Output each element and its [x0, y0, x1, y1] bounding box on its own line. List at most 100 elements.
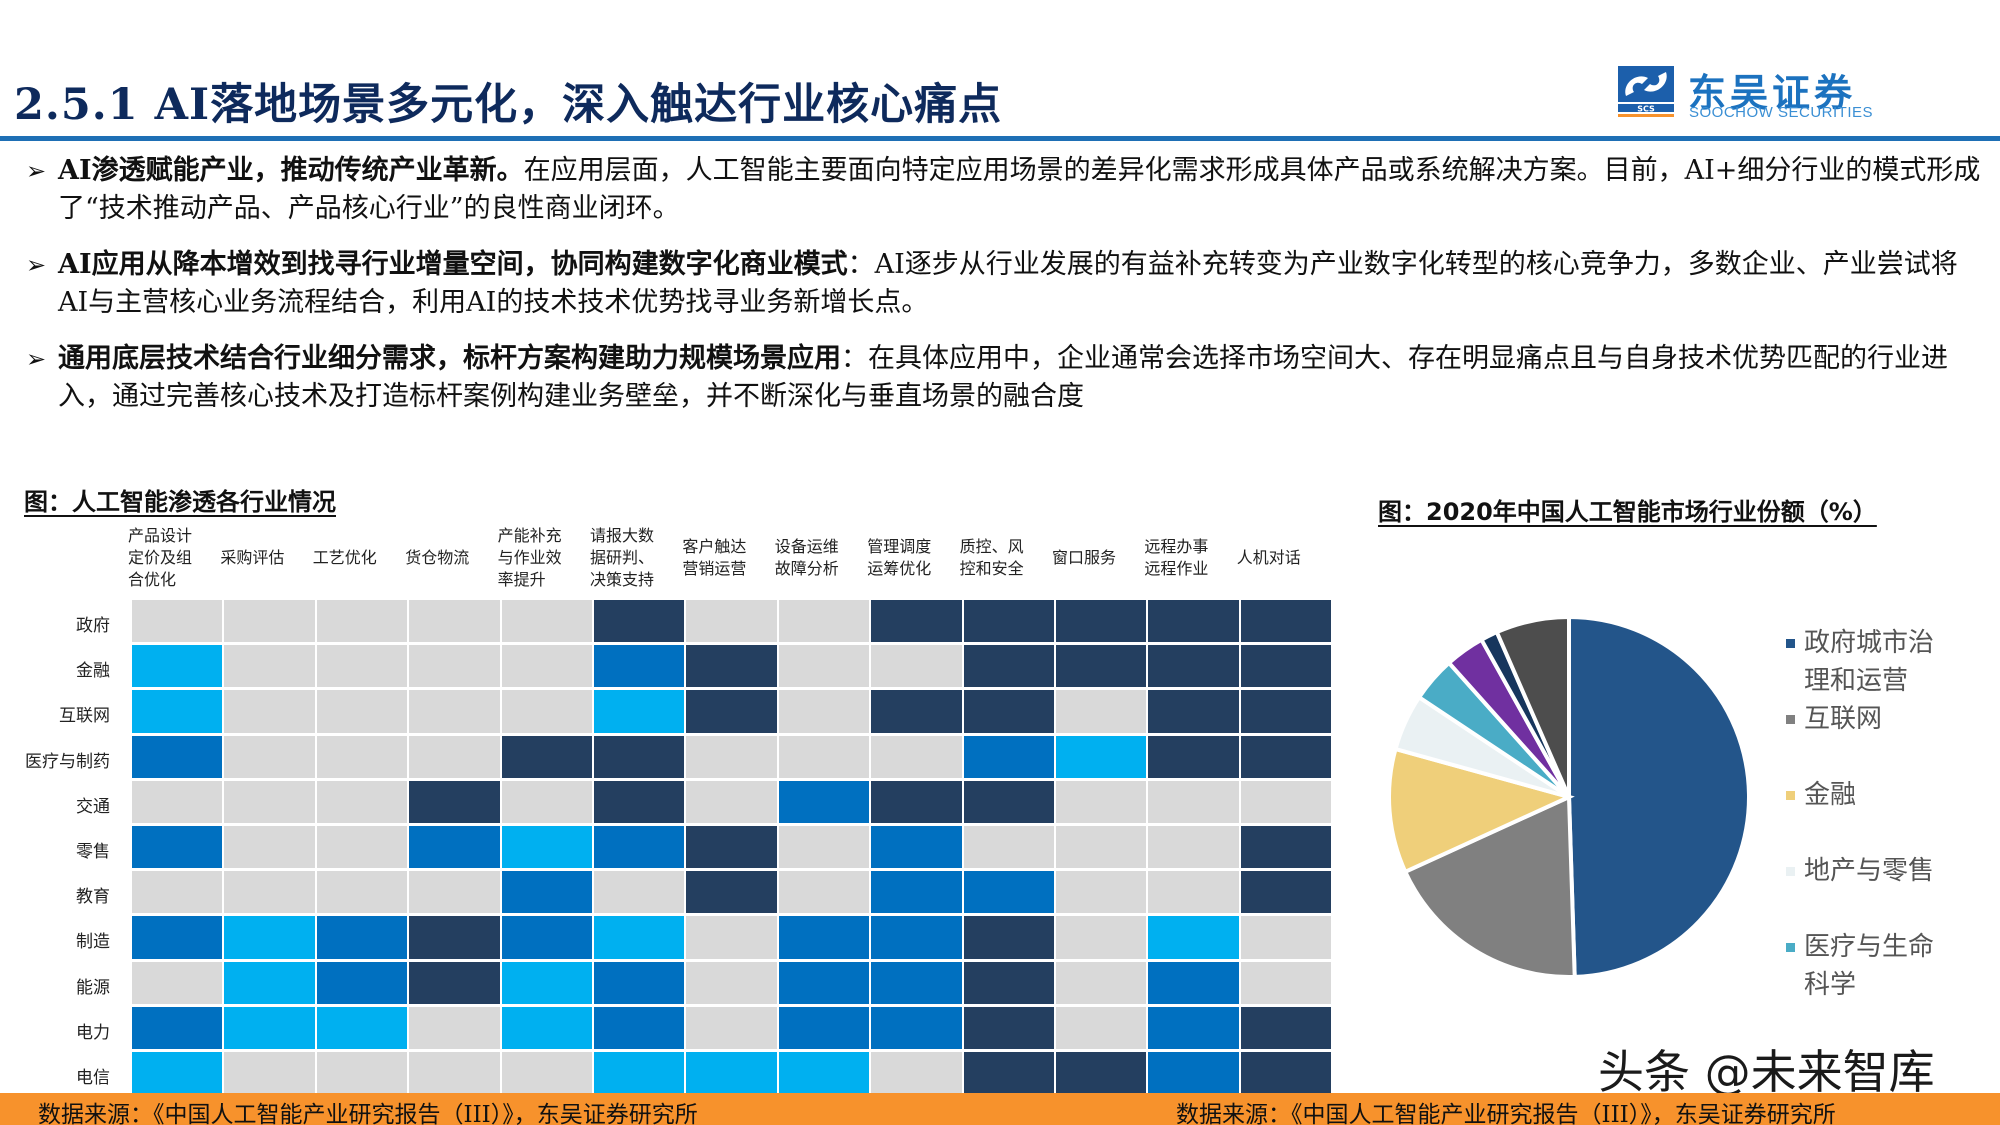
- page-title: 2.5.1 AI落地场景多元化，深入触达行业核心痛点: [14, 80, 1003, 130]
- pie-slice: [1494, 614, 1571, 798]
- legend-swatch-icon: [1786, 715, 1795, 724]
- heatmap-cell: [778, 735, 872, 781]
- heatmap-column-header: 质控、风 控和安全: [959, 536, 1024, 578]
- heatmap-cell: [132, 735, 225, 781]
- heatmap-cell: [1240, 690, 1334, 736]
- heatmap-cell: [778, 645, 872, 691]
- bullet-text: ：AI逐步从行业发展的有益补充转变为产业数字化转型的核心竞争力，多数企业、产业尝…: [58, 249, 1958, 318]
- heatmap-row-label: 制造: [76, 932, 110, 953]
- heatmap-cell: [778, 1006, 872, 1052]
- heatmap-cell: [501, 1006, 594, 1052]
- heatmap-cell: [593, 916, 687, 962]
- heatmap-cell: [1240, 600, 1334, 646]
- heatmap-cell: [686, 735, 779, 781]
- heatmap-row-label: 政府: [76, 616, 110, 636]
- heatmap-grid: [132, 600, 1334, 1098]
- heatmap-cell: [593, 825, 687, 872]
- heatmap-cell: [871, 961, 964, 1007]
- heatmap-cell: [316, 825, 410, 872]
- heatmap-column-header: 工艺优化: [312, 547, 377, 567]
- heatmap-cell: [224, 1051, 317, 1098]
- heatmap-cell: [1240, 735, 1334, 781]
- heatmap-cell: [409, 690, 502, 736]
- heatmap-cell: [1055, 690, 1149, 736]
- heatmap-cell: [963, 600, 1056, 646]
- heatmap-column-header: 采购评估: [220, 547, 285, 567]
- heatmap-cell: [1148, 735, 1241, 781]
- heatmap-column-header: 设备运维 故障分析: [774, 536, 839, 578]
- heatmap-cell: [963, 1051, 1056, 1098]
- heatmap-cell: [224, 961, 317, 1007]
- heatmap-column-header: 请报大数 据研判、 决策支持: [590, 525, 655, 589]
- heatmap-cell: [1055, 600, 1149, 646]
- legend-swatch-icon: [1786, 639, 1795, 648]
- heatmap-cell: [501, 600, 594, 646]
- heatmap-row-label: 医疗与制药: [25, 751, 110, 772]
- heatmap-cell: [224, 645, 317, 691]
- bullet-heading: 通用底层技术结合行业细分需求，标杆方案构建助力规模场景应用: [58, 343, 841, 374]
- heatmap-cell: [316, 690, 410, 736]
- heatmap-cell: [778, 1051, 872, 1098]
- heatmap-cell: [409, 735, 502, 781]
- heatmap-column-header: 人机对话: [1236, 547, 1301, 567]
- heatmap-cell: [593, 645, 687, 691]
- heatmap-cell: [686, 645, 779, 691]
- heatmap-cell: [1055, 1006, 1149, 1052]
- legend-label: 互联网: [1804, 704, 1883, 734]
- heatmap-cell: [871, 735, 964, 781]
- heatmap-cell: [224, 871, 317, 917]
- scs-logo-icon: SCS: [1618, 66, 1674, 117]
- arrow-bullet-icon: ➢: [26, 157, 47, 185]
- bullet-item: ➢ 通用底层技术结合行业细分需求，标杆方案构建助力规模场景应用：在具体应用中，企…: [22, 340, 1982, 416]
- pie-slice: [1387, 746, 1575, 875]
- heatmap-cell: [963, 871, 1056, 917]
- logo-name-en: SOOCHOW SECURITIES: [1689, 104, 1874, 121]
- heatmap-cell: [963, 1006, 1056, 1052]
- legend-item: 金融: [1786, 776, 2000, 814]
- heatmap-cell: [686, 961, 779, 1007]
- heatmap-cell: [1240, 825, 1334, 872]
- legend-swatch-icon: [1786, 943, 1795, 952]
- heatmap-row-label: 电信: [76, 1068, 110, 1088]
- heatmap-cell: [871, 690, 964, 736]
- heatmap-cell: [871, 1006, 964, 1052]
- heatmap-cell: [409, 916, 502, 962]
- heatmap-cell: [132, 645, 225, 691]
- heatmap-cell: [1055, 645, 1149, 691]
- heatmap-cell: [1240, 1051, 1334, 1098]
- heatmap-cell: [316, 1006, 410, 1052]
- heatmap-cell: [501, 1051, 594, 1098]
- heatmap-row-label: 交通: [76, 796, 110, 817]
- logo-name-cn: 东吴证券: [1688, 71, 1857, 115]
- heatmap-row-label: 互联网: [59, 706, 110, 727]
- heatmap-cell: [593, 961, 687, 1007]
- heatmap-cell: [1055, 961, 1149, 1007]
- heatmap-cell: [871, 1051, 964, 1098]
- heatmap-cell: [1148, 690, 1241, 736]
- bullet-item: ➢ AI渗透赋能产业，推动传统产业革新。在应用层面，人工智能主要面向特定应用场景…: [22, 152, 1982, 228]
- heatmap-cell: [963, 961, 1056, 1007]
- heatmap-cell: [686, 780, 779, 826]
- heatmap-column-header: 产能补充 与作业效 率提升: [497, 525, 562, 589]
- heatmap-cell: [1055, 735, 1149, 781]
- heatmap-figure-title: 图：人工智能渗透各行业情况: [24, 488, 336, 516]
- heatmap-cell: [593, 1006, 687, 1052]
- heatmap-cell: [224, 825, 317, 872]
- heatmap-cell: [778, 780, 872, 826]
- heatmap-cell: [1148, 600, 1241, 646]
- heatmap-cell: [316, 735, 410, 781]
- heatmap-cell: [501, 871, 594, 917]
- heatmap-cell: [501, 961, 594, 1007]
- heatmap-cell: [778, 825, 872, 872]
- heatmap-cell: [963, 916, 1056, 962]
- heatmap-cell: [686, 600, 779, 646]
- heatmap-cell: [132, 690, 225, 736]
- heatmap-cell: [593, 1051, 687, 1098]
- legend-label: 金融: [1804, 780, 1857, 810]
- heatmap-cell: [778, 871, 872, 917]
- heatmap-row-label: 零售: [76, 842, 110, 862]
- heatmap-column-header: 客户触达 营销运营: [682, 536, 747, 578]
- heatmap-cell: [132, 1006, 225, 1052]
- bullet-text: 在应用层面，人工智能主要面向特定应用场景的差异化需求形成具体产品或系统解决方案。…: [58, 155, 1981, 224]
- bullet-list: ➢ AI渗透赋能产业，推动传统产业革新。在应用层面，人工智能主要面向特定应用场景…: [22, 152, 1982, 434]
